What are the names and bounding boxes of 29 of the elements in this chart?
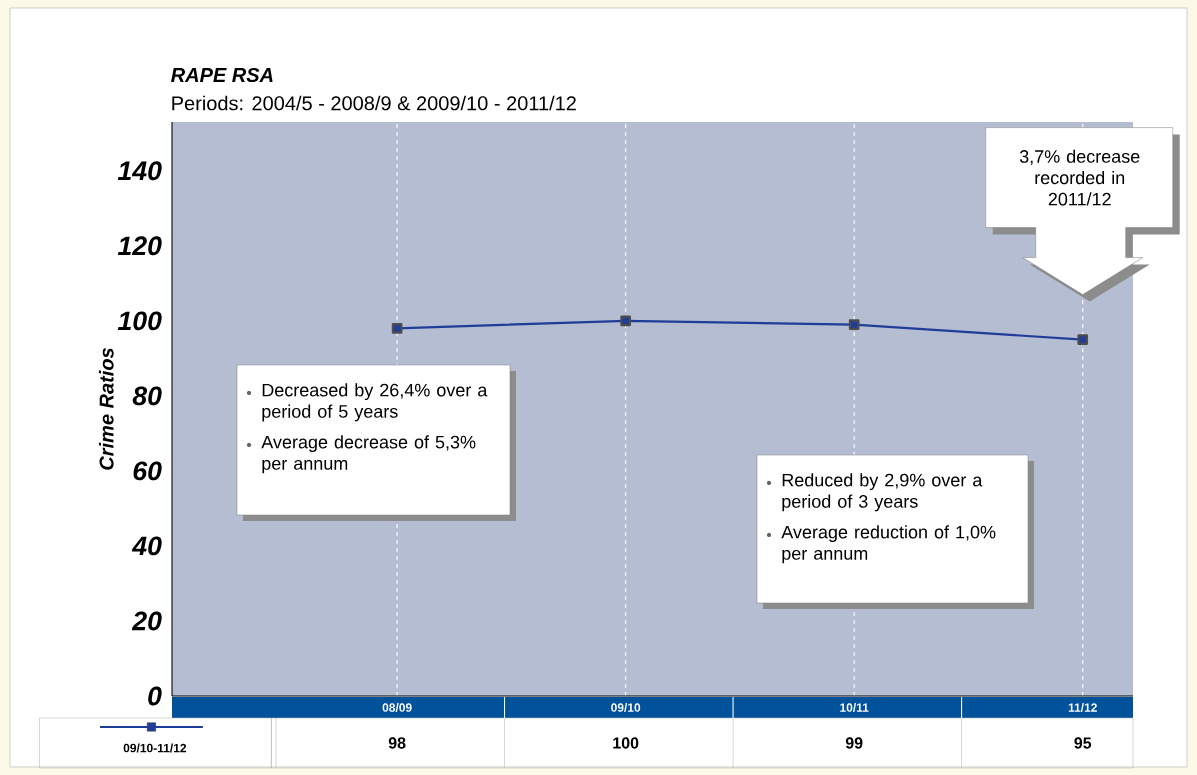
y-tick-label: 100	[117, 311, 162, 331]
annotation: Average decrease of 5,3% per annum	[261, 435, 476, 474]
legend-label: 09/10-11/12	[123, 743, 187, 753]
x-tick-label: 10/11	[840, 703, 869, 712]
y-tick-label: 120	[117, 236, 162, 256]
y-axis-title: Crime Ratios	[98, 348, 114, 470]
y-tick-label: 60	[133, 461, 162, 481]
annotation: Average reduction of 1,0% per annum	[781, 525, 996, 564]
y-tick-label: 80	[132, 386, 162, 406]
point	[848, 319, 860, 330]
data-label: 98	[388, 737, 406, 749]
data-label: 100	[613, 737, 639, 749]
point	[391, 322, 403, 334]
x-tick-label: 09/10	[611, 703, 641, 712]
y-tick-label: 140	[117, 161, 162, 181]
y-tick-label: 0	[148, 686, 162, 706]
point	[1077, 334, 1089, 345]
y-tick-label: 20	[131, 611, 162, 631]
y-tick-label: 40	[131, 536, 162, 556]
x-tick-label: 08/09	[382, 703, 412, 712]
annotation: 3,7% decrease recorded in 2011/12	[1019, 149, 1140, 206]
data-label: 95	[1074, 737, 1092, 749]
annotation: Decreased by 26,4% over a period of 5 years	[262, 383, 488, 422]
data-label: 99	[845, 737, 863, 749]
chart-subtitle: Periods: 2004/5 - 2008/9 & 2009/10 - 2011/12	[172, 95, 576, 111]
x-tick-label: 11/12	[1068, 703, 1097, 712]
point	[620, 315, 631, 327]
chart-title: RAPE RSA	[171, 67, 273, 83]
annotation: Reduced by 2,9% over a period of 3 years	[782, 473, 983, 512]
